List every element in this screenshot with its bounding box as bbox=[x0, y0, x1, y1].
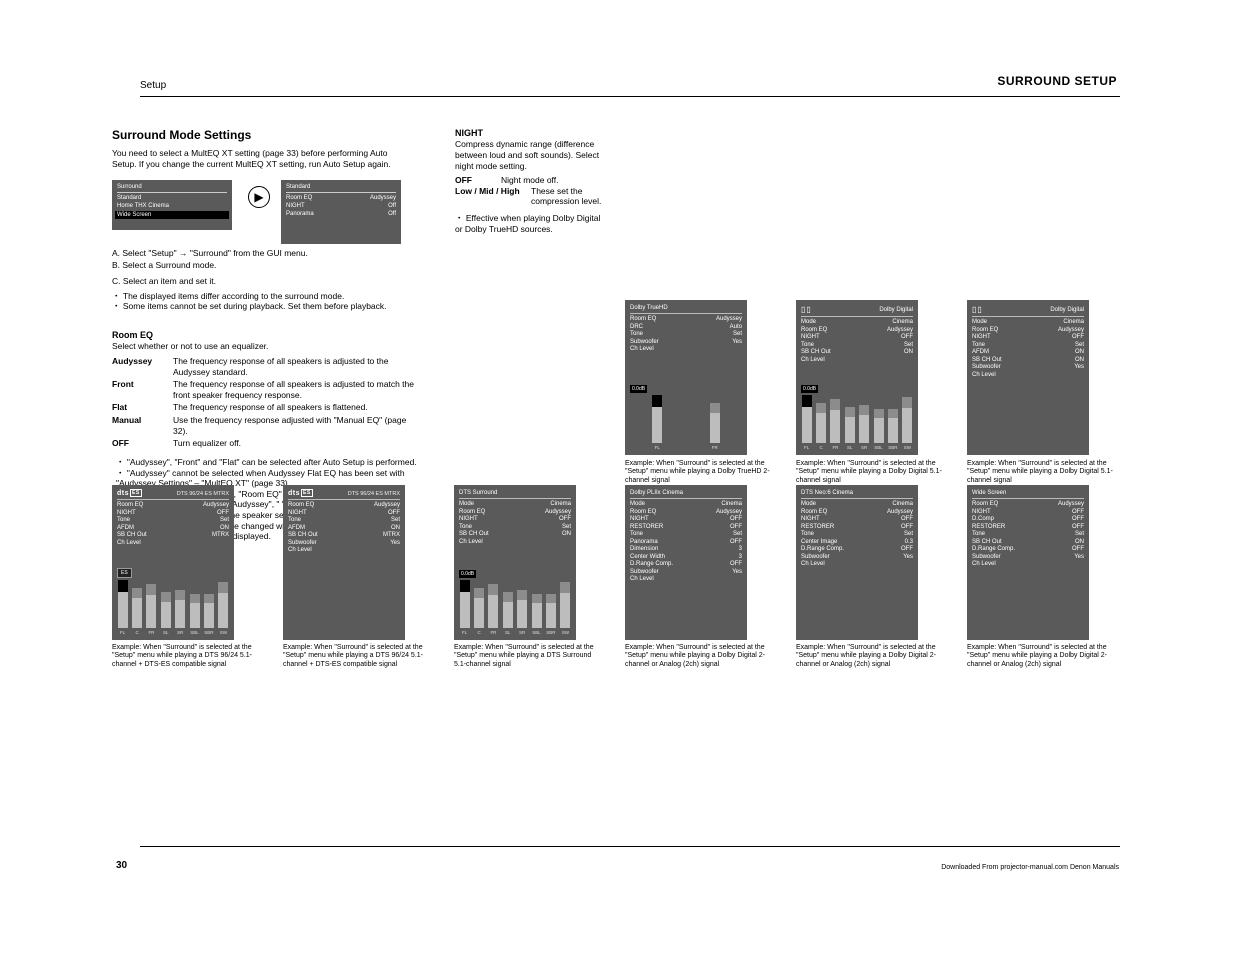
step-c: C. Select an item and set it. ・ The disp… bbox=[112, 276, 422, 312]
menu-item: PanoramaOff bbox=[286, 211, 396, 217]
header-right: SURROUND SETUP bbox=[997, 74, 1117, 88]
section-title: Surround Mode Settings bbox=[112, 128, 251, 142]
step-b: B. Select a Surround mode. bbox=[112, 260, 412, 271]
card-neo6: DTS Neo:6 Cinema ModeCinema Room EQAudys… bbox=[796, 485, 918, 640]
header-left: Setup bbox=[140, 80, 166, 91]
card-pliix: Dolby PLIIx Cinema ModeCinema Room EQAud… bbox=[625, 485, 747, 640]
footer-right: Downloaded From projector-manual.com Den… bbox=[941, 864, 1119, 871]
arrow-icon: ▶ bbox=[248, 186, 270, 208]
gui-menu-standard: Standard Room EQAudyssey NIGHTOff Panora… bbox=[281, 180, 401, 244]
intro-para: You need to select a MultEQ XT setting (… bbox=[112, 148, 412, 169]
step-a: A. Select "Setup" → "Surround" from the … bbox=[112, 248, 412, 259]
caption: Example: When "Surround" is selected at … bbox=[796, 644, 946, 669]
caption: Example: When "Surround" is selected at … bbox=[112, 644, 262, 669]
menu-title: Surround bbox=[117, 184, 227, 190]
card-dts-es-1: dtsESDTS 96/24 ES MTRX Room EQAudyssey N… bbox=[112, 485, 234, 640]
card-dolby-digital-2: ▯▯Dolby Digital ModeCinema Room EQAudyss… bbox=[967, 300, 1089, 455]
page: Setup SURROUND SETUP Surround Mode Setti… bbox=[0, 0, 1235, 954]
card-dts-surround: DTS Surround ModeCinema Room EQAudyssey … bbox=[454, 485, 576, 640]
gui-menu-surround: Surround Standard Home THX Cinema Wide S… bbox=[112, 180, 232, 230]
menu-item: Home THX Cinema bbox=[117, 203, 227, 209]
menu-item: Room EQAudyssey bbox=[286, 195, 396, 201]
caption: Example: When "Surround" is selected at … bbox=[967, 644, 1117, 669]
menu-item: Standard bbox=[117, 195, 227, 201]
card-dts-es-2: dtsESDTS 96/24 ES MTRX Room EQAudyssey N… bbox=[283, 485, 405, 640]
caption: Example: When "Surround" is selected at … bbox=[283, 644, 433, 669]
menu-item-selected: Wide Screen bbox=[115, 211, 229, 219]
rule-top bbox=[140, 96, 1120, 97]
page-number: 30 bbox=[116, 860, 127, 871]
caption: Example: When "Surround" is selected at … bbox=[967, 460, 1117, 485]
card-widescreen: Wide Screen Room EQAudyssey NIGHTOFF D.C… bbox=[967, 485, 1089, 640]
rule-bottom bbox=[140, 846, 1120, 847]
caption: Example: When "Surround" is selected at … bbox=[625, 460, 775, 485]
night-block: NIGHT Compress dynamic range (difference… bbox=[455, 128, 605, 234]
card-dolby-digital-1: ▯▯Dolby Digital ModeCinema Room EQAudyss… bbox=[796, 300, 918, 455]
caption: Example: When "Surround" is selected at … bbox=[454, 644, 604, 669]
caption: Example: When "Surround" is selected at … bbox=[625, 644, 775, 669]
menu-item: NIGHTOff bbox=[286, 203, 396, 209]
menu-title: Standard bbox=[286, 184, 396, 190]
card-dolby-truehd: Dolby TrueHD Room EQAudyssey DRCAuto Ton… bbox=[625, 300, 747, 455]
caption: Example: When "Surround" is selected at … bbox=[796, 460, 946, 485]
